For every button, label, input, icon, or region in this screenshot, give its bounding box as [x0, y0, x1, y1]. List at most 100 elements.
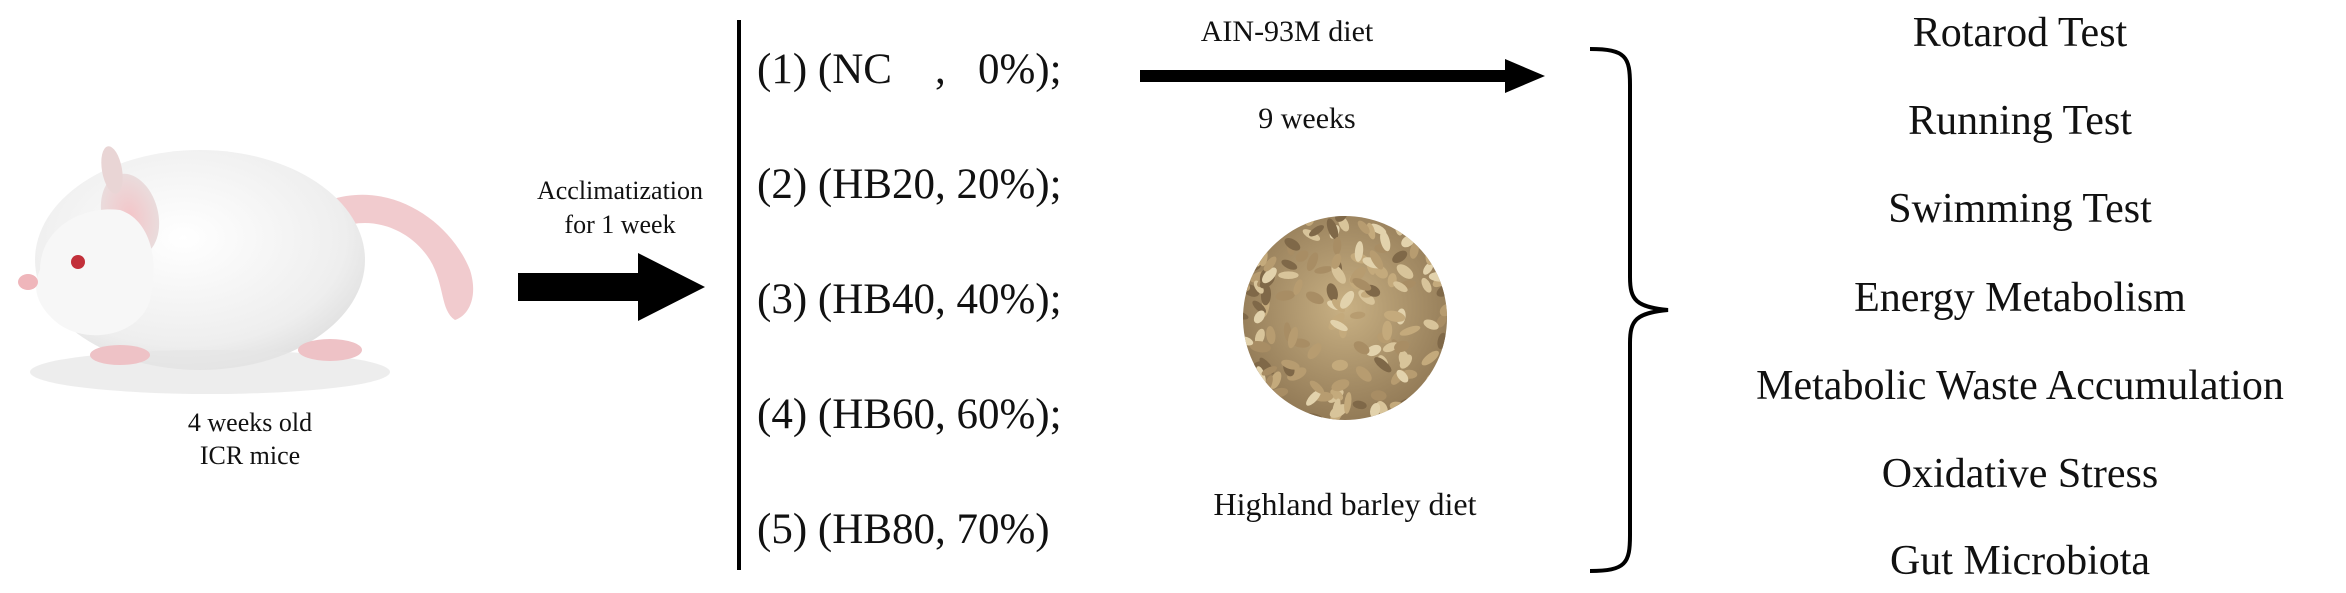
barley-grain — [1306, 252, 1319, 271]
barley-grain — [1409, 242, 1419, 259]
barley-grain — [1281, 359, 1300, 370]
barley-grain — [1374, 265, 1388, 279]
barley-grain — [1382, 320, 1393, 341]
diet-duration: 9 weeks — [1258, 102, 1356, 135]
barley-grain — [1439, 303, 1447, 317]
barley-grain — [1258, 393, 1272, 411]
barley-grain — [1243, 311, 1249, 320]
barley-grain — [1252, 300, 1266, 314]
barley-grain — [1252, 398, 1271, 415]
barley-grain — [1331, 253, 1342, 269]
barley-grain — [1243, 251, 1254, 264]
barley-grain — [1437, 393, 1447, 408]
barley-grain — [1252, 220, 1272, 233]
barley-grain — [1287, 326, 1299, 349]
barley-grain — [1370, 390, 1387, 401]
diet-arrow — [1140, 59, 1545, 93]
barley-image — [1243, 216, 1447, 420]
barley-grain — [1331, 359, 1348, 371]
barley-grain — [1374, 357, 1392, 373]
barley-grain — [1293, 279, 1303, 295]
barley-label: Highland barley diet — [1213, 486, 1477, 522]
barley-grain — [1326, 218, 1339, 240]
barley-grain — [1396, 369, 1409, 383]
barley-grain — [1331, 264, 1346, 284]
barley-grain — [1248, 231, 1264, 241]
barley-grain — [1309, 225, 1324, 237]
barley-grain — [1436, 314, 1447, 328]
barley-grain — [1314, 266, 1333, 274]
barley-grain — [1396, 264, 1414, 279]
barley-grain — [1437, 370, 1447, 391]
barley-grain — [1352, 400, 1367, 410]
barley-grain — [1255, 216, 1268, 224]
barley-grain — [1306, 390, 1321, 406]
barley-grain — [1350, 311, 1366, 319]
barley-grain — [1352, 278, 1372, 291]
barley-grain — [1392, 250, 1408, 264]
barley-grain — [1420, 231, 1438, 239]
outcome-item-6: Oxidative Stress — [1881, 451, 2159, 497]
barley-grain — [1249, 400, 1264, 415]
barley-grain — [1266, 216, 1284, 222]
barley-grain — [1243, 366, 1251, 378]
barley-grain — [1394, 340, 1410, 353]
barley-grain — [1330, 388, 1344, 401]
barley-grain — [1305, 291, 1324, 305]
barley-grain — [1261, 366, 1278, 376]
barley-grain — [1426, 408, 1440, 420]
barley-grain — [1254, 328, 1265, 345]
mouse-label-line2: ICR mice — [199, 441, 301, 470]
barley-grain — [1369, 250, 1384, 270]
barley-grain — [1278, 271, 1299, 279]
group-divider-line — [737, 20, 741, 570]
mouse-label-line1: 4 weeks old — [187, 408, 313, 437]
barley-grain — [1380, 230, 1391, 252]
barley-grain — [1421, 350, 1439, 366]
barley-grain — [1275, 290, 1295, 301]
group-item-2: (2) (HB20, 20%); — [757, 161, 1062, 208]
outcome-brace — [1589, 47, 1669, 573]
barley-grain — [1331, 299, 1346, 313]
barley-grain — [1423, 262, 1434, 275]
barley-grain — [1420, 403, 1432, 420]
mouse-foot — [90, 345, 150, 365]
barley-grain — [1255, 242, 1271, 251]
barley-grain — [1253, 310, 1265, 324]
barley-grain — [1393, 281, 1408, 293]
mouse-illustration — [18, 146, 474, 394]
outcome-item-2: Running Test — [1908, 98, 2132, 144]
barley-grain — [1295, 250, 1309, 262]
barley-grain — [1255, 389, 1267, 404]
barley-grain — [1330, 319, 1348, 332]
outcome-item-5: Metabolic Waste Accumulation — [1756, 363, 2284, 409]
barley-grain — [1366, 222, 1376, 240]
barley-grain — [1354, 241, 1364, 262]
barley-grain — [1357, 220, 1370, 234]
barley-grain — [1309, 380, 1325, 394]
barley-grain — [1281, 259, 1298, 270]
barley-grain — [1262, 267, 1277, 284]
outcome-item-3: Swimming Test — [1888, 186, 2152, 232]
mouse-eye — [71, 255, 85, 269]
group-item-5: (5) (HB80, 70%) — [757, 506, 1050, 553]
barley-grain — [1340, 290, 1355, 309]
barley-grain — [1266, 326, 1276, 345]
barley-grain — [1243, 245, 1252, 257]
barley-grain — [1437, 246, 1447, 254]
barley-grain — [1326, 283, 1338, 302]
barley-grain — [1248, 390, 1265, 405]
barley-grain — [1248, 216, 1266, 224]
barley-grain — [1353, 341, 1370, 355]
barley-grain — [1399, 325, 1421, 336]
barley-grain — [1332, 398, 1341, 418]
barley-grain — [1270, 371, 1282, 389]
mouse-tail — [330, 194, 474, 320]
barley-grain — [1249, 340, 1271, 353]
barley-grain — [1243, 336, 1254, 346]
barley-grain — [1284, 237, 1301, 251]
acclimatization-line1: Acclimatization — [536, 176, 704, 205]
barley-grain — [1366, 344, 1382, 357]
barley-grain — [1398, 350, 1409, 367]
barley-grain — [1408, 407, 1425, 419]
